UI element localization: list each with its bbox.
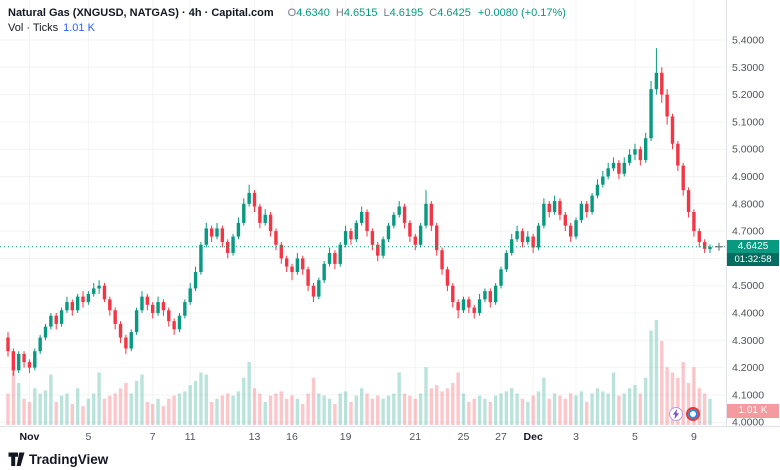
volume-axis-badge: 1.01 K — [727, 404, 779, 418]
svg-text:4.2000: 4.2000 — [732, 362, 764, 374]
svg-text:7: 7 — [150, 431, 156, 443]
svg-text:4.5000: 4.5000 — [732, 280, 764, 292]
svg-text:5.0000: 5.0000 — [732, 144, 764, 156]
price-change: +0.0080 (+0.17%) — [477, 7, 566, 19]
current-price-line — [0, 242, 726, 251]
svg-text:5.3000: 5.3000 — [732, 62, 764, 74]
tradingview-logo[interactable]: TradingView — [8, 452, 108, 467]
svg-text:5: 5 — [632, 431, 638, 443]
svg-text:27: 27 — [495, 431, 507, 443]
broker-logo-icon[interactable] — [686, 407, 700, 421]
symbol-title[interactable]: Natural Gas (XNGUSD, NATGAS) · 4h · Capi… — [8, 7, 274, 19]
low-label: L — [383, 7, 390, 19]
svg-text:4.4000: 4.4000 — [732, 308, 764, 320]
volume-layer — [6, 320, 712, 425]
bar-countdown: 01:32:58 — [727, 252, 779, 266]
close-label: C — [429, 7, 438, 19]
lightning-icon[interactable] — [669, 407, 683, 421]
svg-text:5: 5 — [85, 431, 91, 443]
volume-indicator-value: 1.01 K — [63, 22, 95, 34]
svg-text:21: 21 — [409, 431, 421, 443]
low-value: 4.6195 — [389, 7, 424, 19]
current-price-badge[interactable]: 4.6425 01:32:58 — [727, 239, 779, 266]
svg-text:4.7000: 4.7000 — [732, 226, 764, 238]
tradingview-logo-text: TradingView — [29, 452, 109, 467]
open-value: 4.6340 — [296, 7, 330, 19]
svg-text:16: 16 — [286, 431, 298, 443]
close-value: 4.6425 — [437, 7, 471, 19]
svg-text:4.1000: 4.1000 — [732, 389, 764, 401]
svg-text:19: 19 — [340, 431, 352, 443]
open-label: O — [287, 7, 297, 19]
svg-text:5.1000: 5.1000 — [732, 116, 764, 128]
svg-text:13: 13 — [249, 431, 261, 443]
chart-mini-icons — [669, 407, 700, 421]
svg-text:4.8000: 4.8000 — [732, 198, 764, 210]
high-label: H — [335, 7, 344, 19]
tradingview-mark-icon — [8, 452, 25, 466]
svg-text:9: 9 — [691, 431, 697, 443]
volume-indicator-label[interactable]: Vol · Ticks — [8, 22, 59, 34]
symbol-row: Natural Gas (XNGUSD, NATGAS) · 4h · Capi… — [8, 6, 566, 21]
svg-text:11: 11 — [185, 431, 196, 443]
axis-borders — [0, 0, 780, 427]
svg-text:Dec: Dec — [524, 431, 543, 443]
price-axis[interactable]: 5.4000 5.3000 5.2000 5.1000 5.0000 4.9000 4.80… — [732, 35, 764, 429]
svg-text:4.3000: 4.3000 — [732, 335, 764, 347]
time-axis[interactable]: Nov 5 7 11 13 16 19 21 25 27 Dec 3 5 9 — [20, 431, 697, 443]
svg-text:4.9000: 4.9000 — [732, 171, 764, 183]
svg-text:3: 3 — [573, 431, 579, 443]
current-price-value: 4.6425 — [727, 239, 779, 253]
indicator-row: Vol · Ticks 1.01 K — [8, 21, 566, 36]
high-value: 4.6515 — [343, 7, 378, 19]
chart-legend: Natural Gas (XNGUSD, NATGAS) · 4h · Capi… — [8, 6, 566, 36]
svg-text:5.4000: 5.4000 — [732, 35, 764, 47]
candles-layer[interactable] — [6, 48, 712, 376]
svg-text:Nov: Nov — [20, 431, 40, 443]
svg-text:5.2000: 5.2000 — [732, 89, 764, 101]
svg-text:25: 25 — [458, 431, 470, 443]
svg-text:4.0000: 4.0000 — [732, 417, 764, 429]
